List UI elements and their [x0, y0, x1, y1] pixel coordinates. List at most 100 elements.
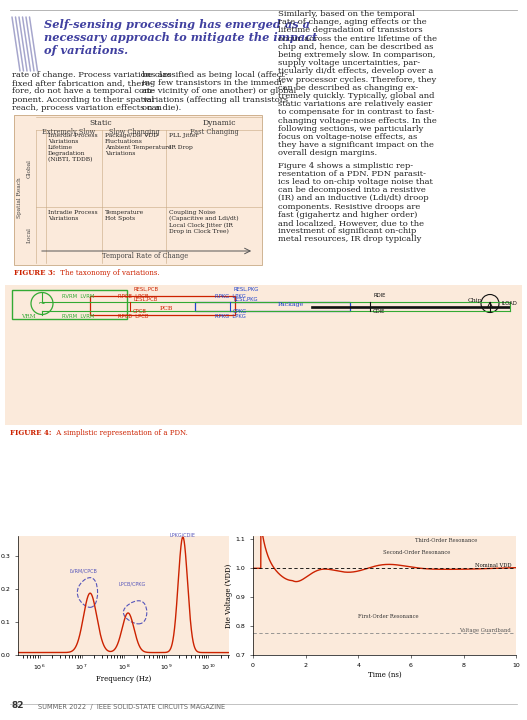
Text: Local: Local — [26, 227, 32, 243]
Text: being extremely slow. In comparison,: being extremely slow. In comparison, — [278, 51, 435, 59]
Text: be classified as being local (affect-: be classified as being local (affect- — [142, 71, 288, 79]
Text: Static: Static — [90, 119, 112, 127]
Text: fast (gigahertz and higher order): fast (gigahertz and higher order) — [278, 211, 417, 219]
Text: Temperature
Hot Spots: Temperature Hot Spots — [105, 210, 144, 221]
Bar — [14, 115, 262, 265]
Y-axis label: Die Voltage (VDD): Die Voltage (VDD) — [225, 564, 232, 628]
Bar — [5, 285, 522, 425]
Text: reach, process variation effects can: reach, process variation effects can — [12, 104, 162, 112]
Text: RVRM  LVRM: RVRM LVRM — [62, 314, 94, 319]
Text: ate vicinity of one another) or global: ate vicinity of one another) or global — [142, 87, 296, 95]
Bar — [14, 115, 262, 265]
Text: fore, do not have a temporal com-: fore, do not have a temporal com- — [12, 87, 155, 95]
Text: rate of change, aging effects or the: rate of change, aging effects or the — [278, 18, 427, 26]
Text: on a die).: on a die). — [142, 104, 181, 112]
Text: Second-Order Resonance: Second-Order Resonance — [383, 550, 451, 555]
Text: FIGURE 4:: FIGURE 4: — [10, 429, 52, 437]
Bar — [90, 296, 235, 315]
Text: Similarly, based on the temporal: Similarly, based on the temporal — [278, 10, 415, 18]
Text: First-Order Resonance: First-Order Resonance — [358, 613, 419, 618]
Text: RPKG  LPKG: RPKG LPKG — [215, 314, 246, 319]
Text: ~: ~ — [38, 299, 46, 308]
Text: ILOAD: ILOAD — [502, 301, 518, 306]
Text: CDIE: CDIE — [373, 309, 385, 314]
Text: RVRM  LVRM: RVRM LVRM — [62, 294, 94, 299]
Text: (IR) and an inductive (Ldi/dt) droop: (IR) and an inductive (Ldi/dt) droop — [278, 194, 428, 202]
Text: PLL Jitter

IR Drop: PLL Jitter IR Drop — [169, 133, 198, 150]
Text: SUMMER 2022  /  IEEE SOLID-STATE CIRCUITS MAGAZINE: SUMMER 2022 / IEEE SOLID-STATE CIRCUITS … — [38, 704, 225, 710]
Text: Figure 4 shows a simplistic rep-: Figure 4 shows a simplistic rep- — [278, 161, 413, 170]
Text: RPCB  LPCB: RPCB LPCB — [118, 314, 149, 319]
Text: Self-sensing processing has emerged as a: Self-sensing processing has emerged as a — [44, 19, 310, 30]
Text: Slow Changing: Slow Changing — [109, 128, 159, 136]
Text: A simplistic representation of a PDN.: A simplistic representation of a PDN. — [54, 429, 188, 437]
Text: investment of significant on-chip: investment of significant on-chip — [278, 228, 416, 235]
Text: chip and, hence, can be described as: chip and, hence, can be described as — [278, 42, 433, 51]
Text: Intradie Process
Variations: Intradie Process Variations — [48, 210, 97, 221]
Text: Chip: Chip — [468, 298, 483, 303]
Text: to compensate for in contrast to fast-: to compensate for in contrast to fast- — [278, 109, 434, 117]
Text: metal resources, IR drop typically: metal resources, IR drop typically — [278, 235, 422, 243]
Text: occur across the entire lifetime of the: occur across the entire lifetime of the — [278, 35, 437, 42]
Text: ponent. According to their spatial: ponent. According to their spatial — [12, 96, 154, 104]
X-axis label: Frequency (Hz): Frequency (Hz) — [96, 675, 151, 683]
Text: they have a significant impact on the: they have a significant impact on the — [278, 141, 434, 149]
Text: The taxonomy of variations.: The taxonomy of variations. — [58, 269, 160, 277]
Text: 82: 82 — [12, 701, 24, 710]
Text: CPCB: CPCB — [133, 309, 147, 314]
Text: LPCB/CPKG: LPCB/CPKG — [119, 582, 146, 587]
Bar — [12, 290, 127, 319]
Text: components. Resistive droops are: components. Resistive droops are — [278, 202, 420, 210]
Text: Interdie Process
Variations
Lifetime
Degradation
(NiBTI, TDDB): Interdie Process Variations Lifetime Deg… — [48, 133, 97, 162]
Text: Fast Changing: Fast Changing — [190, 128, 238, 136]
Text: RPKG  LPKG: RPKG LPKG — [215, 294, 246, 299]
Text: can be decomposed into a resistive: can be decomposed into a resistive — [278, 186, 426, 194]
Text: overall design margins.: overall design margins. — [278, 149, 377, 158]
Text: variations (affecting all transistors: variations (affecting all transistors — [142, 96, 288, 104]
Text: rate of change. Process variations are: rate of change. Process variations are — [12, 71, 172, 79]
Text: and localized. However, due to the: and localized. However, due to the — [278, 219, 424, 227]
Bar — [312, 307, 510, 308]
Text: fixed after fabrication and, there-: fixed after fabrication and, there- — [12, 79, 153, 87]
Text: FIGURE 3:: FIGURE 3: — [14, 269, 55, 277]
Text: RDIE: RDIE — [373, 293, 385, 298]
Text: resentation of a PDN. PDN parasit-: resentation of a PDN. PDN parasit- — [278, 170, 426, 178]
Text: RPCB  LPCB: RPCB LPCB — [118, 294, 149, 299]
Text: Package/Die VDD
Fluctuations
Ambient Temperature
Variations: Package/Die VDD Fluctuations Ambient Tem… — [105, 133, 171, 156]
Text: LESL,PKG: LESL,PKG — [233, 297, 258, 302]
Text: LESL,PCB: LESL,PCB — [133, 297, 158, 302]
Text: few processor cycles. Therefore, they: few processor cycles. Therefore, they — [278, 76, 436, 84]
Text: RESL,PCB: RESL,PCB — [133, 287, 158, 292]
Text: Package: Package — [278, 302, 304, 307]
Text: Extremely Slow: Extremely Slow — [43, 128, 95, 136]
Text: of variations.: of variations. — [44, 45, 128, 56]
Text: Spatial Reach: Spatial Reach — [16, 177, 22, 218]
Text: necessary approach to mitigate the impact: necessary approach to mitigate the impac… — [44, 32, 317, 43]
Text: ics lead to on-chip voltage noise that: ics lead to on-chip voltage noise that — [278, 178, 433, 186]
Text: can be described as changing ex-: can be described as changing ex- — [278, 84, 418, 91]
Text: Coupling Noise
(Capacitive and Ldi/dt)
Local Clock Jitter (IR
Drop in Clock Tree: Coupling Noise (Capacitive and Ldi/dt) L… — [169, 210, 239, 234]
Text: following sections, we particularly: following sections, we particularly — [278, 125, 423, 132]
X-axis label: Time (ns): Time (ns) — [368, 670, 402, 679]
Text: changing voltage-noise effects. In the: changing voltage-noise effects. In the — [278, 117, 437, 125]
Text: Global: Global — [26, 159, 32, 178]
Text: Dynamic: Dynamic — [202, 119, 236, 127]
Text: LPKG/CDIE: LPKG/CDIE — [170, 532, 196, 537]
Text: VRM: VRM — [21, 313, 35, 318]
Text: RESL,PKG: RESL,PKG — [233, 287, 258, 292]
Text: ticularly di/dt effects, develop over a: ticularly di/dt effects, develop over a — [278, 68, 433, 76]
Text: tremely quickly. Typically, global and: tremely quickly. Typically, global and — [278, 92, 434, 100]
Text: PCB: PCB — [160, 306, 173, 311]
Text: Temporal Rate of Change: Temporal Rate of Change — [102, 252, 188, 260]
Text: Voltage Guardband: Voltage Guardband — [460, 628, 511, 633]
Text: LVRM/CPCB: LVRM/CPCB — [70, 569, 97, 574]
Text: focus on voltage-noise effects, as: focus on voltage-noise effects, as — [278, 133, 417, 141]
Text: Third-Order Resonance: Third-Order Resonance — [415, 538, 477, 543]
Bar — [195, 302, 350, 311]
Text: Nominal VDD: Nominal VDD — [475, 563, 511, 567]
Text: ing few transistors in the immedi-: ing few transistors in the immedi- — [142, 79, 285, 87]
Text: lifetime degradation of transistors: lifetime degradation of transistors — [278, 27, 423, 35]
Text: supply voltage uncertainties, par-: supply voltage uncertainties, par- — [278, 59, 420, 67]
Text: static variations are relatively easier: static variations are relatively easier — [278, 100, 432, 108]
Text: CPKG: CPKG — [233, 309, 247, 314]
